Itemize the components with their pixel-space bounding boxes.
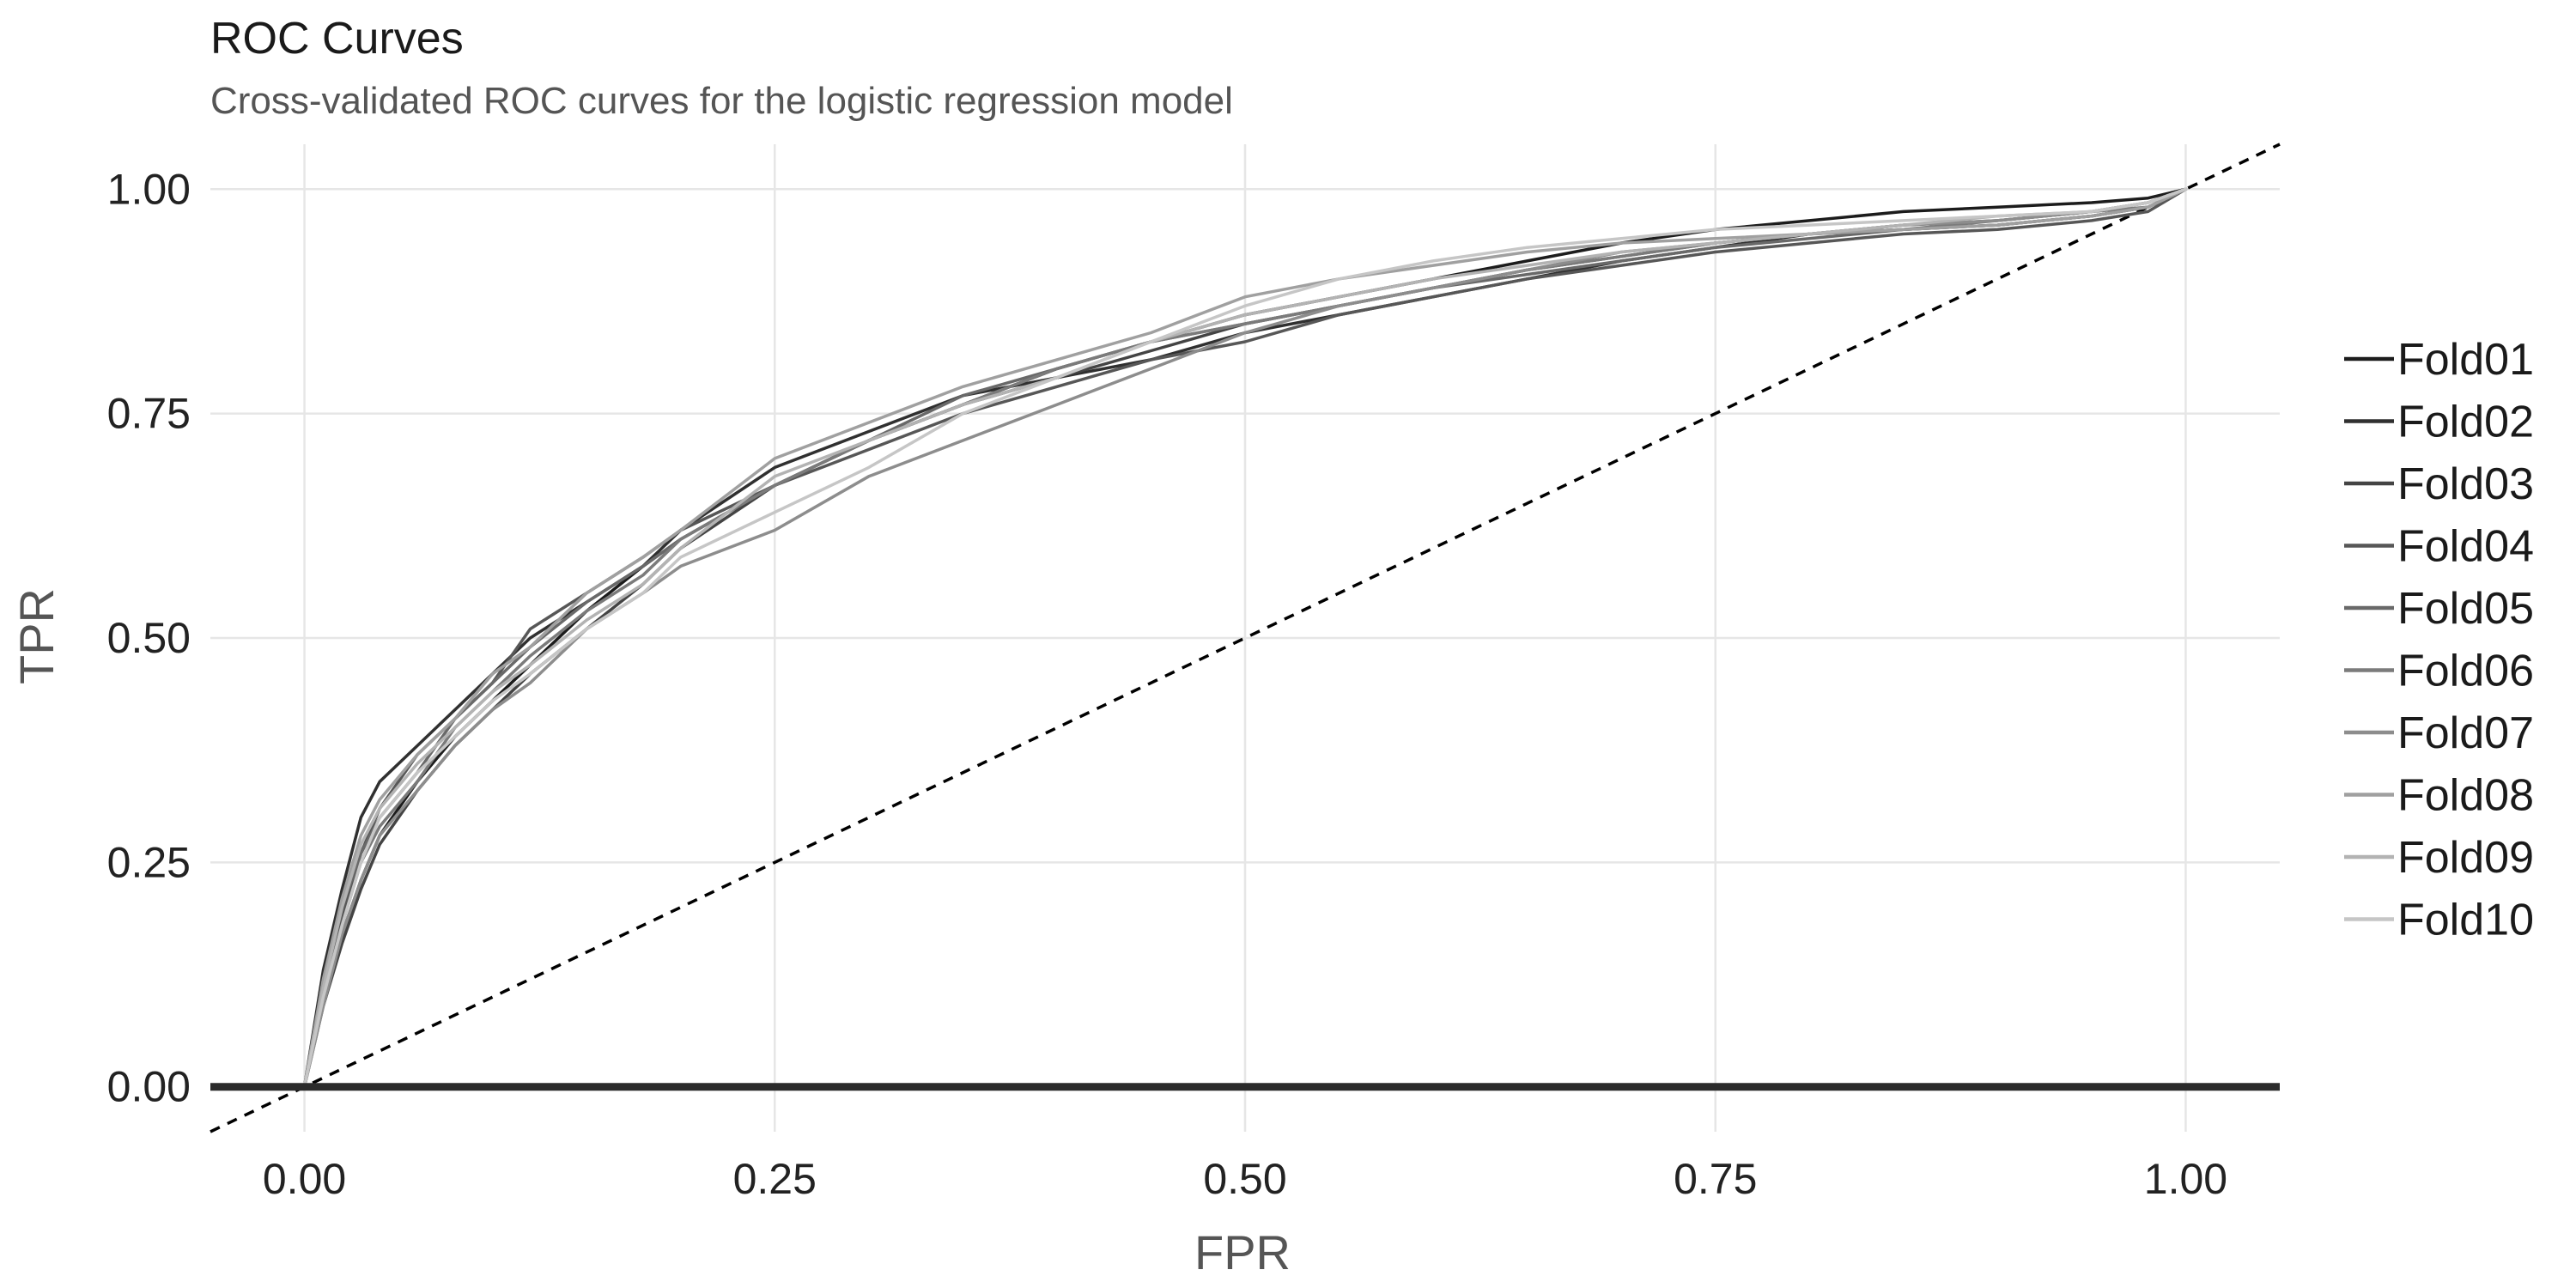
x-tick-label: 0.25	[733, 1155, 817, 1203]
y-tick-label: 1.00	[107, 165, 191, 213]
legend-label-fold04: Fold04	[2397, 522, 2534, 572]
legend-label-fold10: Fold10	[2397, 896, 2534, 945]
legend-label-fold02: Fold02	[2397, 398, 2534, 447]
x-tick-label: 0.00	[263, 1155, 346, 1203]
x-tick-label: 0.50	[1203, 1155, 1286, 1203]
series-lines	[302, 187, 2188, 1089]
chart-title: ROC Curves	[210, 14, 464, 64]
y-tick-label: 0.00	[107, 1063, 191, 1111]
y-tick-label: 0.25	[107, 838, 191, 886]
chart-subtitle: Cross-validated ROC curves for the logis…	[210, 80, 1233, 122]
reference-diagonal-layer	[210, 143, 2281, 1133]
legend-label-fold08: Fold08	[2397, 771, 2534, 821]
y-axis-label: TPR	[9, 588, 64, 684]
legend-label-fold01: Fold01	[2397, 335, 2534, 385]
series-line-fold09	[302, 187, 2188, 1089]
series-line-fold10	[302, 187, 2188, 1089]
legend-label-fold07: Fold07	[2397, 708, 2534, 758]
legend-label-fold03: Fold03	[2397, 459, 2534, 509]
x-tick-label: 1.00	[2144, 1155, 2227, 1203]
y-tick-label: 0.75	[107, 390, 191, 438]
x-tick-label: 0.75	[1674, 1155, 1757, 1203]
legend-label-fold05: Fold05	[2397, 584, 2534, 634]
legend-label-fold09: Fold09	[2397, 833, 2534, 883]
x-axis-ticks: 0.00 0.25 0.50 0.75 1.00	[263, 1155, 2227, 1203]
legend-label-fold06: Fold06	[2397, 647, 2534, 696]
reference-diagonal-line	[210, 143, 2281, 1133]
y-tick-label: 0.50	[107, 614, 191, 662]
y-axis-ticks: 0.00 0.25 0.50 0.75 1.00	[107, 165, 191, 1110]
x-axis-label: FPR	[1194, 1225, 1291, 1279]
legend: Fold01 Fold02 Fold03 Fold04 Fold05 Fold06 Fold…	[2344, 335, 2534, 945]
